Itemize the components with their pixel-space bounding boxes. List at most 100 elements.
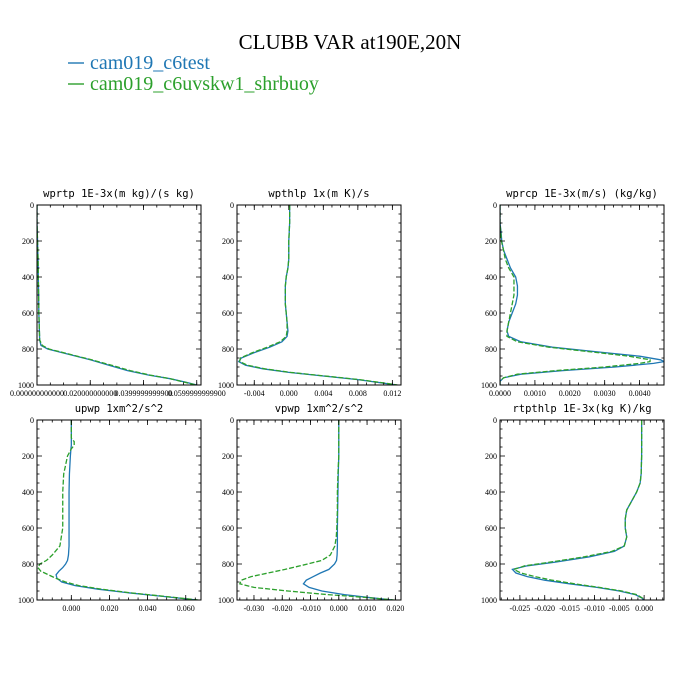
legend: cam019_c6test cam019_c6uvskw1_shrbuoy [68,52,319,95]
x-tick-label: 0.000 [330,604,348,613]
y-tick-label: 1000 [481,381,497,390]
y-tick-label: 400 [485,273,497,282]
y-tick-label: 800 [22,560,34,569]
series-line-2 [37,205,197,385]
series-line-1 [237,205,397,385]
y-tick-label: 200 [485,237,497,246]
series-line-2 [500,205,651,385]
y-tick-label: 800 [22,345,34,354]
y-tick-label: 400 [22,273,34,282]
x-tick-label: 0.060 [177,604,195,613]
y-tick-label: 200 [22,237,34,246]
x-tick-label: 0.004 [314,389,332,398]
panel-5: vpwp 1xm^2/s^2 0 200 400 600 800 1000 -0.030 -0.… [218,403,404,613]
panel-3: wprcp 1E-3x(m/s) (kg/kg) 0 200 400 600 800 100… [481,188,665,398]
panels: wprtp 1E-3x(m kg)/(s kg) 0 200 400 600 800 100… [10,188,665,613]
x-tick-label: 0.008 [349,389,367,398]
y-tick-label: 0 [493,201,497,210]
y-tick-label: 0 [30,416,34,425]
y-tick-label: 800 [485,560,497,569]
y-tick-label: 0 [30,201,34,210]
legend-label-c6test: cam019_c6test [90,52,210,74]
series-line-1 [37,205,197,385]
x-tick-label: -0.010 [584,604,605,613]
y-tick-label: 600 [485,309,497,318]
x-tick-label: 0.010 [358,604,376,613]
plot-frame [36,419,202,601]
panel-title: vpwp 1xm^2/s^2 [275,403,364,415]
x-tick-label: 0.000 [62,604,80,613]
y-tick-label: 600 [222,524,234,533]
y-tick-label: 1000 [481,596,497,605]
series-line-2 [238,205,398,385]
legend-label-shrbuoy: cam019_c6uvskw1_shrbuoy [90,73,319,95]
plot-frame [499,419,665,601]
legend-entry-shrbuoy: cam019_c6uvskw1_shrbuoy [68,73,319,95]
x-tick-label: -0.005 [609,604,630,613]
series-line-2 [512,420,645,600]
x-tick-label: 0.000 [635,604,653,613]
y-tick-label: 400 [222,488,234,497]
x-tick-label: -0.025 [510,604,531,613]
panel-2: wpthlp 1x(m K)/s 0 200 400 600 800 1000 -0.004 0… [218,188,402,398]
y-tick-label: 400 [485,488,497,497]
x-tick-label: 0.000000000000 [10,389,64,398]
x-tick-label: 0.0040 [629,389,651,398]
x-tick-label: 0.020000000000 [63,389,117,398]
x-tick-label: -0.004 [244,389,265,398]
x-tick-label: 0.0020 [559,389,581,398]
series-line-1 [302,420,393,600]
x-tick-label: -0.020 [272,604,293,613]
figure-title: CLUBB VAR at190E,20N [239,30,462,54]
panel-title: rtpthlp 1E-3x(kg K)/kg [512,403,651,415]
x-tick-label: 0.020 [100,604,118,613]
x-tick-label: 0.0010 [524,389,546,398]
y-tick-label: 1000 [218,381,234,390]
y-tick-label: 400 [22,488,34,497]
panel-4: upwp 1xm^2/s^2 0 200 400 600 800 1000 0.000 0.02… [18,403,202,613]
x-tick-label: 0.040 [139,604,157,613]
y-tick-label: 600 [22,524,34,533]
y-tick-label: 200 [222,452,234,461]
legend-entry-c6test: cam019_c6test [68,52,210,74]
y-tick-label: 600 [22,309,34,318]
y-tick-label: 600 [222,309,234,318]
x-tick-label: 0.012 [383,389,401,398]
y-tick-label: 0 [493,416,497,425]
y-tick-label: 1000 [18,381,34,390]
panel-title: wprcp 1E-3x(m/s) (kg/kg) [506,188,658,200]
y-tick-label: 0 [230,416,234,425]
x-tick-label: -0.020 [534,604,555,613]
x-tick-label: 0.0599999999900 [168,389,226,398]
y-tick-label: 1000 [18,596,34,605]
y-tick-label: 200 [22,452,34,461]
plot-frame [36,204,202,386]
x-tick-label: 0.0399999999900 [114,389,172,398]
x-tick-label: 0.0030 [594,389,616,398]
panel-title: wprtp 1E-3x(m kg)/(s kg) [43,188,195,200]
y-tick-label: 800 [485,345,497,354]
x-tick-label: -0.010 [300,604,321,613]
x-tick-label: 0.000 [280,389,298,398]
series-line-1 [511,420,645,600]
y-tick-label: 1000 [218,596,234,605]
series-line-1 [55,420,198,600]
x-tick-label: 0.0000 [489,389,511,398]
series-line-2 [238,420,394,600]
panel-title: wpthlp 1x(m K)/s [268,188,369,200]
y-tick-label: 200 [222,237,234,246]
x-tick-label: 0.020 [386,604,404,613]
y-tick-label: 400 [222,273,234,282]
panel-1: wprtp 1E-3x(m kg)/(s kg) 0 200 400 600 800 100… [10,188,226,398]
series-line-2 [37,420,199,600]
x-tick-label: -0.030 [244,604,265,613]
panel-6: rtpthlp 1E-3x(kg K)/kg 0 200 400 600 800 1000 -… [481,403,665,613]
y-tick-label: 0 [230,201,234,210]
panel-title: upwp 1xm^2/s^2 [75,403,164,415]
y-tick-label: 800 [222,560,234,569]
y-tick-label: 200 [485,452,497,461]
y-tick-label: 800 [222,345,234,354]
plot-frame [236,204,402,386]
y-tick-label: 600 [485,524,497,533]
